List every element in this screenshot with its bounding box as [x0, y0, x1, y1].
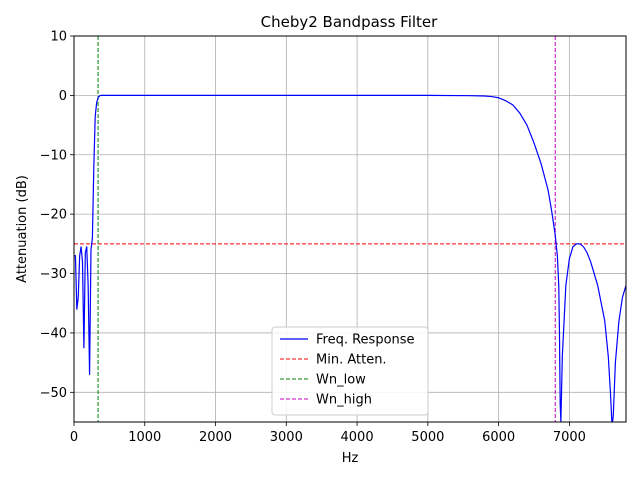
- x-tick-label: 4000: [341, 430, 374, 445]
- y-tick-label: −10: [40, 148, 67, 163]
- series-line-freq-response: [74, 94, 626, 422]
- legend-label: Min. Atten.: [316, 353, 387, 368]
- y-ticks: 10 0 −10 −20 −30 −40 −50: [40, 30, 74, 401]
- chart-title: Cheby2 Bandpass Filter: [261, 13, 439, 31]
- x-tick-label: 7000: [553, 430, 586, 445]
- x-tick-label: 2000: [199, 430, 232, 445]
- y-tick-label: −50: [40, 386, 67, 401]
- x-tick-label: 5000: [411, 430, 444, 445]
- legend: Freq. Response Min. Atten. Wn_low Wn_high: [271, 326, 429, 416]
- x-axis-label: Hz: [342, 451, 359, 466]
- legend-label: Freq. Response: [316, 333, 415, 348]
- legend-label: Wn_high: [316, 393, 372, 408]
- plot-frame: [73, 35, 627, 423]
- legend-label: Wn_low: [316, 373, 366, 388]
- series-lines: [74, 94, 626, 422]
- reference-lines: [74, 36, 626, 422]
- legend-box: [271, 326, 429, 416]
- x-tick-label: 6000: [482, 430, 515, 445]
- y-tick-label: −40: [40, 326, 67, 341]
- x-tick-label: 1000: [128, 430, 161, 445]
- y-tick-label: −20: [40, 208, 67, 223]
- y-tick-label: 0: [59, 89, 67, 104]
- x-ticks: 0 1000 2000 3000 4000 5000 6000 7000: [70, 422, 586, 445]
- y-tick-label: −30: [40, 267, 67, 282]
- x-tick-label: 3000: [270, 430, 303, 445]
- y-tick-label: 10: [50, 30, 67, 45]
- x-tick-label: 0: [70, 430, 78, 445]
- y-axis-label: Attenuation (dB): [15, 175, 30, 283]
